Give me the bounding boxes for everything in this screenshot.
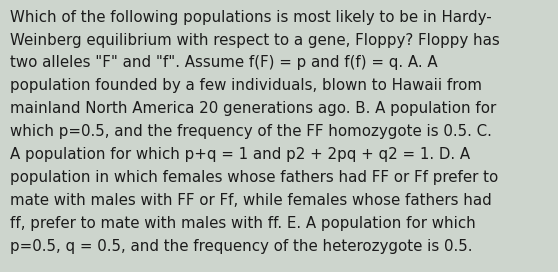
Text: population in which females whose fathers had FF or Ff prefer to: population in which females whose father… (10, 170, 498, 186)
Text: population founded by a few individuals, blown to Hawaii from: population founded by a few individuals,… (10, 78, 482, 94)
Text: A population for which p+q = 1 and p2 + 2pq + q2 = 1. D. A: A population for which p+q = 1 and p2 + … (10, 147, 470, 162)
Text: Weinberg equilibrium with respect to a gene, Floppy? Floppy has: Weinberg equilibrium with respect to a g… (10, 33, 500, 48)
Text: Which of the following populations is most likely to be in Hardy-: Which of the following populations is mo… (10, 10, 492, 24)
Text: ff, prefer to mate with males with ff. E. A population for which: ff, prefer to mate with males with ff. E… (10, 217, 476, 231)
Text: mainland North America 20 generations ago. B. A population for: mainland North America 20 generations ag… (10, 101, 496, 116)
Text: which p=0.5, and the frequency of the FF homozygote is 0.5. C.: which p=0.5, and the frequency of the FF… (10, 125, 492, 140)
Text: mate with males with FF or Ff, while females whose fathers had: mate with males with FF or Ff, while fem… (10, 193, 492, 208)
Text: p=0.5, q = 0.5, and the frequency of the heterozygote is 0.5.: p=0.5, q = 0.5, and the frequency of the… (10, 239, 473, 254)
Text: two alleles "F" and "f". Assume f(F) = p and f(f) = q. A. A: two alleles "F" and "f". Assume f(F) = p… (10, 55, 437, 70)
